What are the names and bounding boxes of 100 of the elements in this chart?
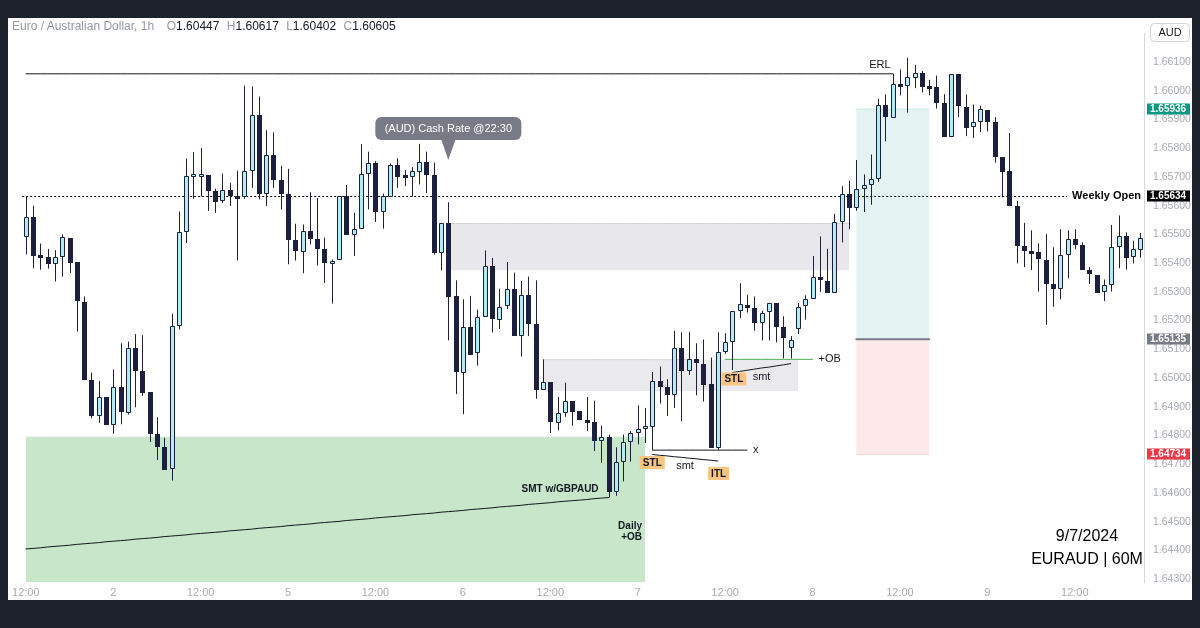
annotation: STL: [724, 373, 744, 385]
x-tick-label: 8: [809, 585, 816, 598]
candlestick: [417, 143, 422, 185]
candlestick: [767, 303, 772, 341]
x-tick-label: 12:00: [1061, 585, 1089, 598]
candlestick: [905, 57, 910, 114]
text: 1.65135: [1150, 333, 1187, 345]
annotation: (AUD) Cash Rate @22:30: [375, 116, 522, 140]
chart-title: Euro / Australian Dollar, 1h: [12, 19, 155, 34]
candlestick: [789, 335, 794, 359]
candlestick: [643, 407, 648, 444]
candlestick: [199, 147, 204, 197]
candlestick: [636, 404, 641, 445]
candlestick: [541, 358, 546, 390]
candlestick: [723, 332, 728, 355]
y-tick-label: 1.66000: [1153, 83, 1192, 96]
candlestick: [483, 249, 488, 317]
y-tick-label: 1.65900: [1153, 112, 1192, 125]
candlestick: [126, 341, 131, 416]
candlestick: [330, 258, 335, 305]
candlestick: [599, 425, 604, 464]
candlestick: [220, 172, 225, 204]
candlestick: [337, 196, 342, 260]
candlestick: [388, 162, 393, 197]
text: 1.64734: [1150, 448, 1187, 460]
series-label: +OB: [818, 352, 841, 365]
candlestick: [811, 255, 816, 299]
candlestick: [242, 85, 247, 200]
x-tick-label: 2: [110, 585, 117, 598]
candlestick: [891, 73, 896, 118]
candlestick: [978, 105, 983, 133]
y-tick-label: 1.64500: [1153, 514, 1192, 527]
y-tick-label: 1.66100: [1153, 54, 1192, 67]
candlestick: [738, 282, 743, 319]
text: 1.65634: [1150, 190, 1187, 202]
candlestick: [716, 331, 721, 451]
candlestick: [1066, 229, 1071, 279]
series-label: SMT w/GBPAUD: [521, 483, 599, 495]
candlestick: [1109, 224, 1114, 293]
candlestick: [796, 302, 801, 335]
y-tick-label: 1.65300: [1153, 284, 1192, 297]
candlestick: [687, 331, 692, 376]
candlestick: [439, 223, 444, 271]
candlestick: [410, 166, 415, 197]
x-tick-label: 12:00: [12, 585, 40, 598]
candlestick: [628, 430, 633, 463]
candlestick: [505, 261, 510, 310]
y-tick-label: 1.64900: [1153, 399, 1192, 412]
y-tick-label: 1.64300: [1153, 572, 1192, 585]
candlestick: [556, 396, 561, 431]
candlestick: [461, 298, 466, 415]
candlestick: [381, 193, 386, 230]
series-label: ERL: [869, 58, 891, 71]
x-tick-label: 12:00: [711, 585, 739, 598]
series-label: smt: [752, 369, 771, 382]
candlestick: [301, 224, 306, 274]
candlestick: [971, 104, 976, 139]
candlestick: [760, 310, 765, 341]
candlestick: [650, 371, 655, 451]
candlestick: [1000, 157, 1005, 198]
y-tick-label: 1.65400: [1153, 256, 1192, 269]
candlestick: [563, 382, 568, 418]
y-tick-label: 1.65800: [1153, 141, 1192, 154]
candlestick: [177, 211, 182, 330]
annotation: STL: [642, 456, 662, 468]
candlestick: [1058, 228, 1063, 300]
y-tick-label: 1.65200: [1153, 313, 1192, 326]
candlestick: [53, 249, 58, 283]
candlestick: [264, 129, 269, 207]
x-tick-label: 12:00: [361, 585, 390, 598]
candlestick: [913, 64, 918, 89]
x-tick-label: 12:00: [886, 585, 914, 598]
annotation: EURAUD | 60M: [1031, 550, 1143, 568]
candlestick: [191, 151, 196, 200]
candlestick: [730, 311, 735, 371]
candlestick: [1117, 214, 1122, 269]
candlestick: [840, 185, 845, 243]
y-tick-label: 1.64600: [1153, 485, 1192, 498]
y-tick-label: 1.64400: [1153, 543, 1192, 556]
candlestick: [352, 212, 357, 257]
candlestick: [366, 151, 371, 210]
series-label: Daily +OB: [618, 519, 643, 542]
x-tick-label: 7: [634, 585, 641, 598]
y-tick-label: 1.65500: [1153, 227, 1192, 240]
candlestick: [250, 85, 255, 189]
candlestick: [869, 154, 874, 206]
candlestick: [497, 288, 502, 330]
annotation: ITL: [711, 467, 727, 479]
candlestick: [672, 330, 677, 409]
candlestick: [876, 98, 881, 183]
ref-line-label: Weekly Open: [1072, 188, 1142, 201]
candlestick: [1102, 279, 1107, 302]
x-tick-label: 12:00: [186, 585, 215, 598]
candlestick: [825, 248, 830, 293]
candlestick: [1138, 232, 1143, 259]
candlestick: [24, 195, 29, 255]
y-tick-label: 1.64800: [1153, 428, 1192, 441]
y-axis-title: AUD: [1158, 25, 1182, 38]
candlestick: [111, 368, 116, 435]
chart-subtitle: O1.60447 H1.60617 L1.60402 C1.60605: [166, 19, 396, 34]
